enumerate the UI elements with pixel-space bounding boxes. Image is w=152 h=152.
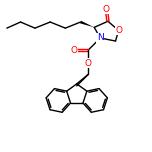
Text: O: O xyxy=(70,46,77,55)
Text: O: O xyxy=(103,5,110,14)
Text: O: O xyxy=(115,26,122,35)
Text: N: N xyxy=(97,33,104,43)
Text: O: O xyxy=(85,59,92,68)
Polygon shape xyxy=(80,21,94,27)
